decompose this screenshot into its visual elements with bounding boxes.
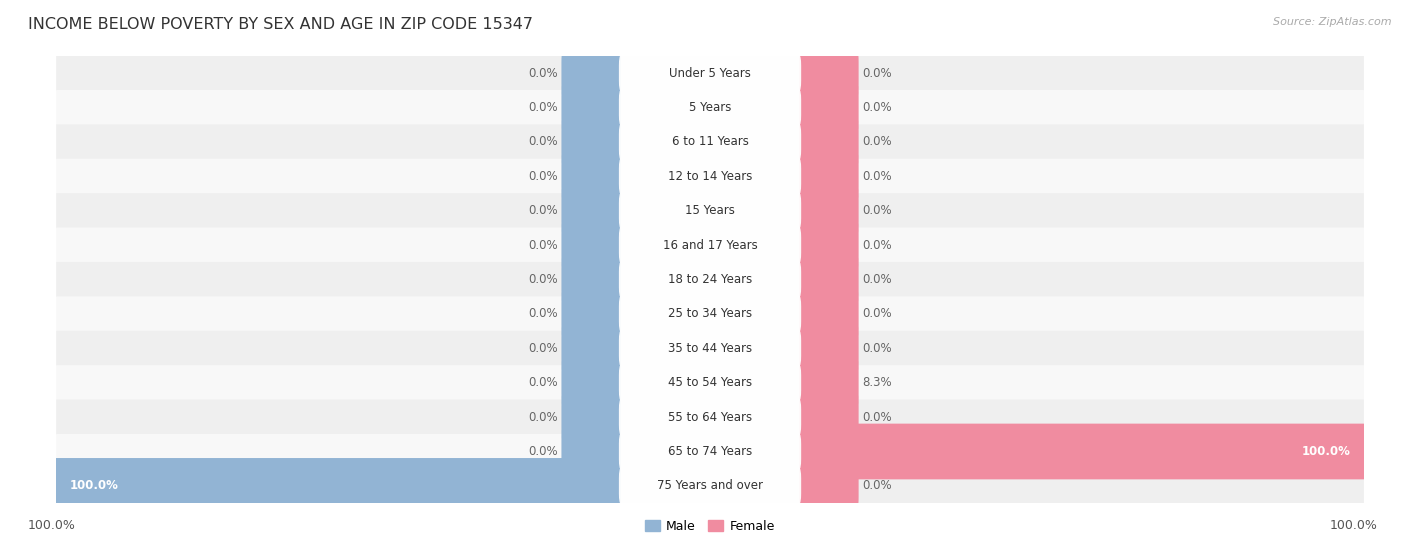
FancyBboxPatch shape [561, 389, 621, 445]
FancyBboxPatch shape [619, 262, 801, 297]
Text: 6 to 11 Years: 6 to 11 Years [672, 135, 748, 148]
Text: 0.0%: 0.0% [862, 480, 891, 492]
Text: 25 to 34 Years: 25 to 34 Years [668, 307, 752, 320]
Text: 0.0%: 0.0% [862, 342, 891, 355]
FancyBboxPatch shape [799, 79, 859, 135]
FancyBboxPatch shape [56, 262, 1364, 297]
Text: 100.0%: 100.0% [1330, 519, 1378, 532]
FancyBboxPatch shape [561, 79, 621, 135]
Legend: Male, Female: Male, Female [645, 520, 775, 533]
FancyBboxPatch shape [56, 90, 1364, 125]
Text: 5 Years: 5 Years [689, 101, 731, 114]
FancyBboxPatch shape [799, 389, 859, 445]
Text: 0.0%: 0.0% [862, 101, 891, 114]
FancyBboxPatch shape [561, 217, 621, 273]
FancyBboxPatch shape [561, 183, 621, 239]
FancyBboxPatch shape [56, 193, 1364, 228]
FancyBboxPatch shape [619, 434, 801, 470]
FancyBboxPatch shape [561, 320, 621, 376]
Text: 55 to 64 Years: 55 to 64 Years [668, 411, 752, 424]
Text: 18 to 24 Years: 18 to 24 Years [668, 273, 752, 286]
FancyBboxPatch shape [561, 355, 621, 410]
FancyBboxPatch shape [619, 124, 801, 160]
Text: 65 to 74 Years: 65 to 74 Years [668, 445, 752, 458]
Text: 0.0%: 0.0% [529, 239, 558, 252]
Text: 0.0%: 0.0% [862, 67, 891, 79]
Text: 0.0%: 0.0% [862, 239, 891, 252]
FancyBboxPatch shape [561, 424, 621, 480]
FancyBboxPatch shape [799, 45, 859, 101]
FancyBboxPatch shape [56, 468, 1364, 504]
Text: 0.0%: 0.0% [862, 135, 891, 148]
FancyBboxPatch shape [799, 458, 859, 514]
FancyBboxPatch shape [561, 149, 621, 204]
Text: 100.0%: 100.0% [69, 480, 118, 492]
FancyBboxPatch shape [619, 399, 801, 435]
FancyBboxPatch shape [799, 320, 859, 376]
FancyBboxPatch shape [561, 45, 621, 101]
Text: 0.0%: 0.0% [862, 204, 891, 217]
Text: 100.0%: 100.0% [28, 519, 76, 532]
FancyBboxPatch shape [619, 55, 801, 91]
FancyBboxPatch shape [799, 252, 859, 307]
FancyBboxPatch shape [56, 400, 1364, 435]
FancyBboxPatch shape [799, 149, 859, 204]
Text: 0.0%: 0.0% [862, 411, 891, 424]
Text: 35 to 44 Years: 35 to 44 Years [668, 342, 752, 355]
FancyBboxPatch shape [56, 159, 1364, 194]
FancyBboxPatch shape [56, 228, 1364, 263]
FancyBboxPatch shape [561, 114, 621, 170]
FancyBboxPatch shape [561, 252, 621, 307]
Text: 0.0%: 0.0% [529, 376, 558, 389]
Text: Source: ZipAtlas.com: Source: ZipAtlas.com [1274, 17, 1392, 27]
FancyBboxPatch shape [53, 458, 621, 514]
Text: 0.0%: 0.0% [529, 342, 558, 355]
Text: 0.0%: 0.0% [862, 307, 891, 320]
FancyBboxPatch shape [56, 55, 1364, 91]
FancyBboxPatch shape [619, 330, 801, 366]
FancyBboxPatch shape [619, 158, 801, 194]
Text: 16 and 17 Years: 16 and 17 Years [662, 239, 758, 252]
FancyBboxPatch shape [619, 89, 801, 125]
FancyBboxPatch shape [799, 424, 1367, 480]
FancyBboxPatch shape [619, 193, 801, 229]
FancyBboxPatch shape [56, 365, 1364, 400]
Text: 0.0%: 0.0% [862, 273, 891, 286]
FancyBboxPatch shape [799, 183, 859, 239]
FancyBboxPatch shape [799, 217, 859, 273]
Text: 0.0%: 0.0% [862, 170, 891, 183]
FancyBboxPatch shape [56, 124, 1364, 159]
FancyBboxPatch shape [56, 331, 1364, 366]
Text: 0.0%: 0.0% [529, 445, 558, 458]
Text: 12 to 14 Years: 12 to 14 Years [668, 170, 752, 183]
Text: Under 5 Years: Under 5 Years [669, 67, 751, 79]
FancyBboxPatch shape [799, 286, 859, 342]
FancyBboxPatch shape [799, 114, 859, 170]
Text: 0.0%: 0.0% [529, 135, 558, 148]
FancyBboxPatch shape [619, 365, 801, 401]
FancyBboxPatch shape [56, 434, 1364, 469]
Text: 100.0%: 100.0% [1302, 445, 1351, 458]
Text: 75 Years and over: 75 Years and over [657, 480, 763, 492]
FancyBboxPatch shape [56, 296, 1364, 331]
Text: 0.0%: 0.0% [529, 307, 558, 320]
FancyBboxPatch shape [619, 468, 801, 504]
FancyBboxPatch shape [619, 296, 801, 332]
Text: 0.0%: 0.0% [529, 273, 558, 286]
Text: 0.0%: 0.0% [529, 170, 558, 183]
Text: 0.0%: 0.0% [529, 411, 558, 424]
FancyBboxPatch shape [619, 227, 801, 263]
Text: 8.3%: 8.3% [862, 376, 891, 389]
FancyBboxPatch shape [561, 286, 621, 342]
Text: 45 to 54 Years: 45 to 54 Years [668, 376, 752, 389]
Text: INCOME BELOW POVERTY BY SEX AND AGE IN ZIP CODE 15347: INCOME BELOW POVERTY BY SEX AND AGE IN Z… [28, 17, 533, 32]
FancyBboxPatch shape [799, 355, 859, 410]
Text: 0.0%: 0.0% [529, 101, 558, 114]
Text: 0.0%: 0.0% [529, 67, 558, 79]
Text: 15 Years: 15 Years [685, 204, 735, 217]
Text: 0.0%: 0.0% [529, 204, 558, 217]
